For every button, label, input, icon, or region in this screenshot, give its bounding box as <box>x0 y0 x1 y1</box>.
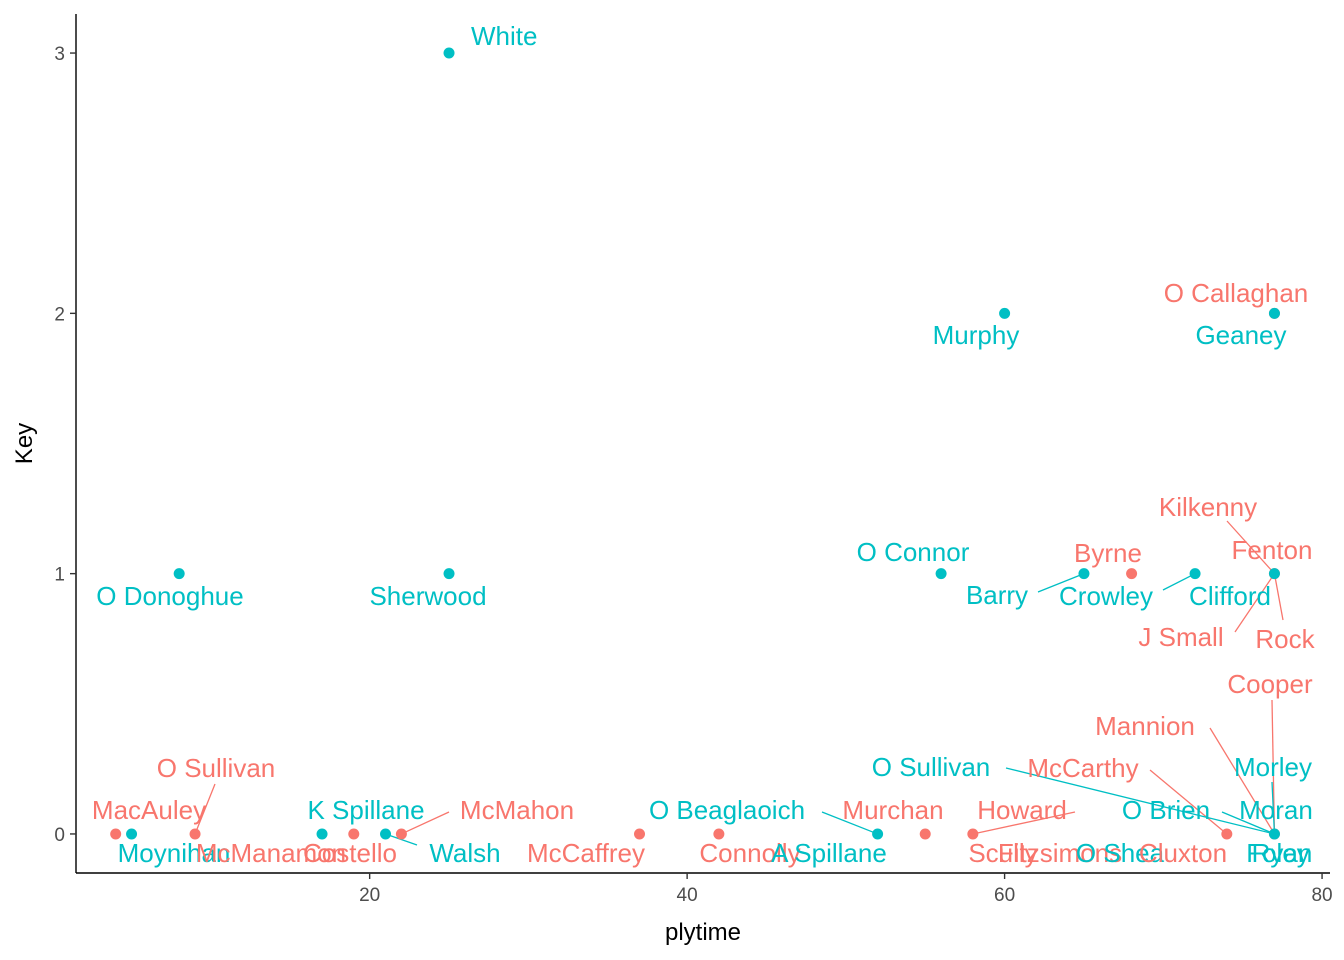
ticks: 20 40 60 80 0 1 2 3 <box>54 44 1332 906</box>
point-o-beaglaoich <box>872 828 884 840</box>
point-murphy <box>999 307 1011 319</box>
label-k-spillane: K Spillane <box>307 795 424 825</box>
point-o-donoghue <box>173 568 185 580</box>
label-byrne: Byrne <box>1074 538 1142 568</box>
point-morley <box>1268 828 1280 840</box>
label-cluxton: Cluxton <box>1139 838 1227 868</box>
label-clifford: Clifford <box>1189 581 1271 611</box>
label-mannion: Mannion <box>1095 711 1195 741</box>
label-o-brien: O Brien <box>1122 795 1210 825</box>
label-a-spillane: A Spillane <box>771 838 887 868</box>
label-macauley: MacAuley <box>92 795 206 825</box>
label-connolly: Connolly <box>699 838 800 868</box>
point-mcmahon <box>395 828 407 840</box>
leader-mannion <box>1209 727 1275 835</box>
label-o-beaglaoich: O Beaglaoich <box>649 795 805 825</box>
point-clifford <box>1268 568 1280 580</box>
leader-morley <box>1271 781 1276 834</box>
label-murchan: Murchan <box>842 795 943 825</box>
label-sherwood: Sherwood <box>369 581 486 611</box>
x-tick-label: 40 <box>677 885 698 906</box>
label-murphy: Murphy <box>933 320 1020 350</box>
point-sherwood <box>443 568 455 580</box>
point-murchan <box>919 828 931 840</box>
x-tick-label: 60 <box>994 885 1015 906</box>
x-axis-title: plytime <box>665 919 741 946</box>
label-fenton: Fenton <box>1232 535 1313 565</box>
label-costello: Costello <box>303 838 397 868</box>
y-axis-title: Key <box>11 423 38 464</box>
leader-o-brien <box>1221 811 1275 835</box>
label-crowley: Crowley <box>1059 581 1153 611</box>
y-tick-label: 0 <box>54 825 65 846</box>
point-connolly <box>713 828 725 840</box>
label-leader-lines <box>194 520 1284 846</box>
point-geaney <box>1268 307 1280 319</box>
y-tick-label: 1 <box>54 565 65 586</box>
point-costello <box>348 828 360 840</box>
point-mccarthy <box>1221 828 1233 840</box>
label-moynihan: Moynihan <box>118 838 231 868</box>
leader-crowley <box>1162 573 1196 591</box>
label-walsh: Walsh <box>429 838 500 868</box>
label-o-sullivan: O Sullivan <box>872 752 991 782</box>
point-crowley <box>1189 568 1201 580</box>
x-tick-label: 20 <box>359 885 380 906</box>
label-moran: Moran <box>1239 795 1313 825</box>
leader-mccarthy <box>1149 769 1228 835</box>
axes <box>75 14 1330 874</box>
x-tick-label: 80 <box>1311 885 1332 906</box>
leader-rock <box>1273 573 1284 621</box>
leader-howard <box>972 811 1076 835</box>
leader-j-small <box>1234 573 1275 633</box>
label-scully: Scully <box>968 838 1037 868</box>
point-howard <box>967 828 979 840</box>
label-mcmanamon: McManamon <box>196 838 346 868</box>
leader-walsh <box>385 833 418 846</box>
point-k-spillane <box>316 828 328 840</box>
label-foley: Foley <box>1246 838 1310 868</box>
label-mccaffrey: McCaffrey <box>527 838 645 868</box>
label-j-small: J Small <box>1138 622 1223 652</box>
point-o-connor <box>935 568 947 580</box>
leader-o-sullivan <box>194 783 216 835</box>
leader-mcmahon <box>401 811 450 835</box>
leader-kilkenny <box>1226 520 1275 575</box>
label-rock: Rock <box>1255 624 1315 654</box>
label-fitzsimons: Fitzsimons <box>998 838 1122 868</box>
label-cooper: Cooper <box>1227 669 1313 699</box>
point-labels: White Murphy O Callaghan Geaney O Donoghue Sh… <box>92 21 1316 868</box>
data-points <box>110 47 1280 840</box>
label-o-sullivan: O Sullivan <box>157 753 276 783</box>
label-morley: Morley <box>1234 752 1312 782</box>
label-geaney: Geaney <box>1195 320 1286 350</box>
y-tick-label: 3 <box>54 44 65 65</box>
label-kilkenny: Kilkenny <box>1159 492 1257 522</box>
point-macauley <box>110 828 122 840</box>
label-white: White <box>471 21 537 51</box>
point-o-sullivan <box>189 828 201 840</box>
y-tick-label: 2 <box>54 304 65 325</box>
label-o-shea: O Shea <box>1076 838 1165 868</box>
label-howard: Howard <box>977 795 1067 825</box>
point-walsh <box>380 828 392 840</box>
point-white <box>443 47 455 59</box>
label-mccarthy: McCarthy <box>1027 753 1138 783</box>
leader-barry <box>1037 573 1085 593</box>
label-mcmahon: McMahon <box>460 795 574 825</box>
label-o-donoghue: O Donoghue <box>96 581 243 611</box>
label-o-connor: O Connor <box>857 537 970 567</box>
point-byrne <box>1126 568 1138 580</box>
label-barry: Barry <box>966 580 1028 610</box>
point-moynihan <box>126 828 138 840</box>
label-o-callaghan: O Callaghan <box>1164 278 1309 308</box>
label-ryan: Ryan <box>1252 838 1313 868</box>
point-mccaffrey <box>634 828 646 840</box>
point-barry <box>1078 568 1090 580</box>
leader-o-beaglaoich <box>821 811 878 835</box>
leader-o-sullivan <box>1005 767 1275 835</box>
